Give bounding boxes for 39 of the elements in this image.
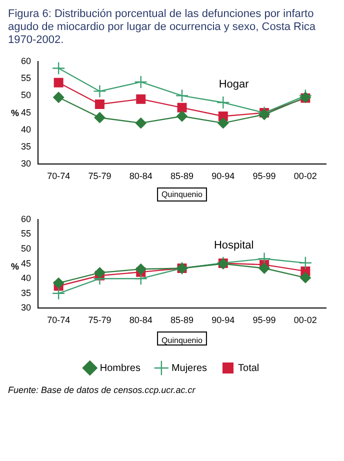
y-tick-label: 50 bbox=[20, 243, 32, 254]
x-tick-label: 75-79 bbox=[88, 171, 112, 182]
y-tick-label: 35 bbox=[20, 142, 32, 152]
x-tick-label: 90-94 bbox=[212, 171, 235, 182]
legend-label: Total bbox=[238, 362, 260, 374]
x-tick-label: 80-84 bbox=[129, 171, 152, 182]
y-tick-label: 40 bbox=[20, 124, 32, 134]
x-tick-label: 80-84 bbox=[129, 315, 152, 326]
y-tick-label: 55 bbox=[20, 228, 32, 239]
x-tick-label: 90-94 bbox=[212, 315, 235, 326]
x-tick-label: 75-79 bbox=[88, 315, 112, 326]
annotation: Hospital bbox=[214, 239, 254, 252]
legend-label: Mujeres bbox=[171, 362, 208, 374]
y-tick-label: 50 bbox=[20, 90, 32, 100]
y-tick-label: 55 bbox=[20, 73, 32, 84]
y-tick-label: 45 bbox=[20, 107, 32, 118]
y-axis-title: % bbox=[10, 108, 20, 118]
x-tick-label: 70-74 bbox=[47, 171, 70, 182]
y-tick-label: 30 bbox=[20, 302, 32, 313]
y-tick-label: 60 bbox=[20, 214, 32, 224]
x-tick-label: 70-74 bbox=[47, 315, 70, 326]
y-tick-label: 45 bbox=[20, 258, 32, 268]
x-tick-label: 85-89 bbox=[170, 171, 194, 182]
x-tick-label: 85-89 bbox=[170, 315, 194, 326]
x-axis-title: Quinquenio bbox=[162, 336, 204, 346]
y-tick-label: 35 bbox=[20, 288, 32, 298]
y-axis-title: % bbox=[10, 261, 20, 272]
y-tick-label: 40 bbox=[20, 273, 32, 284]
x-tick-label: 95-99 bbox=[252, 315, 276, 326]
y-tick-label: 30 bbox=[20, 158, 32, 169]
y-tick-label: 60 bbox=[20, 56, 32, 66]
annotation: Hogar bbox=[218, 78, 250, 90]
x-axis-title: Quinquenio bbox=[162, 190, 204, 199]
x-tick-label: 00-02 bbox=[294, 171, 317, 182]
x-tick-label: 95-99 bbox=[252, 171, 276, 182]
chart-title: Figura 6: Distribución porcentual de las defunciones por infarto agudo de miocardio por lugar de ocurrencia y sexo, Costa Rica 1970-2002. bbox=[8, 8, 317, 47]
source-note: Fuente: Base de datos de censos.ccp.ucr.ac.cr bbox=[8, 385, 196, 395]
x-tick-label: 00-02 bbox=[294, 315, 317, 326]
legend-label: Hombres bbox=[100, 362, 140, 374]
